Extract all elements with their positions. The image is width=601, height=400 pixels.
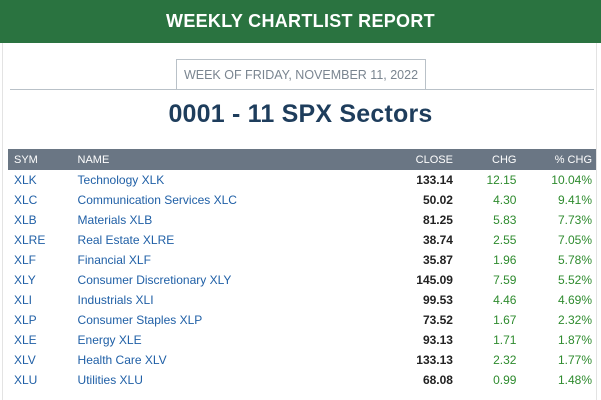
row-close-value: 93.13 — [422, 333, 453, 347]
row-change-value: 2.32 — [493, 353, 517, 367]
row-name-link[interactable]: Real Estate XLRE — [77, 233, 175, 247]
table-row[interactable]: XLI Industrials XLI 99.53 4.46 4.69% — [8, 290, 596, 310]
row-name-link[interactable]: Communication Services XLC — [77, 193, 237, 207]
header-close[interactable]: CLOSE — [415, 153, 453, 166]
table-row[interactable]: XLB Materials XLB 81.25 5.83 7.73% — [8, 210, 596, 230]
table-row[interactable]: XLY Consumer Discretionary XLY 145.09 7.59 5… — [8, 270, 596, 290]
row-name-link[interactable]: Consumer Discretionary XLY — [77, 273, 232, 287]
row-pct-change-value: 1.87% — [557, 333, 592, 347]
header-pct-chg[interactable]: % CHG — [554, 153, 592, 166]
row-pct-change-value: 7.05% — [557, 233, 592, 247]
row-name-link[interactable]: Consumer Staples XLP — [77, 313, 203, 327]
table-row[interactable]: XLF Financial XLF 35.87 1.96 5.78% — [8, 250, 596, 270]
table-row[interactable]: XLP Consumer Staples XLP 73.52 1.67 2.32% — [8, 310, 596, 330]
row-close-value: 38.74 — [422, 233, 453, 247]
table-row[interactable]: XLC Communication Services XLC 50.02 4.30 9.… — [8, 190, 596, 210]
row-change-value: 2.55 — [493, 233, 517, 247]
row-name-link[interactable]: Energy XLE — [77, 333, 142, 347]
row-pct-change-value: 7.73% — [557, 213, 592, 227]
row-symbol-link[interactable]: XLC — [14, 193, 38, 207]
row-pct-change-value: 1.48% — [557, 373, 592, 387]
report-frame — [2, 43, 597, 400]
table-body: XLK Technology XLK 133.14 12.15 10.04% XLC Com… — [8, 170, 596, 390]
row-symbol-link[interactable]: XLY — [14, 273, 36, 287]
row-name-link[interactable]: Utilities XLU — [77, 373, 143, 387]
table-row[interactable]: XLU Utilities XLU 68.08 0.99 1.48% — [8, 370, 596, 390]
row-change-value: 1.96 — [493, 253, 517, 267]
row-close-value: 133.13 — [416, 353, 453, 367]
row-close-value: 73.52 — [422, 313, 453, 327]
row-close-value: 145.09 — [416, 273, 453, 287]
row-pct-change-value: 4.69% — [557, 293, 592, 307]
row-symbol-link[interactable]: XLE — [14, 333, 37, 347]
row-change-value: 7.59 — [493, 273, 517, 287]
row-change-value: 1.67 — [493, 313, 517, 327]
row-change-value: 4.46 — [493, 293, 517, 307]
row-name-link[interactable]: Industrials XLI — [77, 293, 154, 307]
sector-table: SYM NAME CLOSE CHG % CHG XLK Technology X… — [8, 149, 596, 390]
header-chg[interactable]: CHG — [492, 153, 517, 166]
table-header-row: SYM NAME CLOSE CHG % CHG — [8, 149, 596, 170]
week-of-label: WEEK OF FRIDAY, NOVEMBER 11, 2022 — [176, 59, 426, 89]
table-row[interactable]: XLE Energy XLE 93.13 1.71 1.87% — [8, 330, 596, 350]
row-pct-change-value: 5.78% — [557, 253, 592, 267]
row-name-link[interactable]: Technology XLK — [77, 173, 165, 187]
row-symbol-link[interactable]: XLB — [14, 213, 37, 227]
week-divider — [10, 89, 594, 90]
row-name-link[interactable]: Materials XLB — [77, 213, 153, 227]
row-symbol-link[interactable]: XLF — [14, 253, 37, 267]
row-close-value: 35.87 — [422, 253, 453, 267]
table-row[interactable]: XLV Health Care XLV 133.13 2.32 1.77% — [8, 350, 596, 370]
row-change-value: 4.30 — [493, 193, 517, 207]
row-symbol-link[interactable]: XLV — [14, 353, 36, 367]
row-symbol-link[interactable]: XLK — [14, 173, 37, 187]
row-name-link[interactable]: Health Care XLV — [77, 353, 167, 367]
row-pct-change-value: 1.77% — [557, 353, 592, 367]
header-sym[interactable]: SYM — [14, 153, 38, 166]
row-close-value: 99.53 — [422, 293, 453, 307]
row-symbol-link[interactable]: XLU — [14, 373, 38, 387]
row-close-value: 50.02 — [422, 193, 453, 207]
row-close-value: 68.08 — [422, 373, 453, 387]
table-row[interactable]: XLRE Real Estate XLRE 38.74 2.55 7.05% — [8, 230, 596, 250]
row-close-value: 81.25 — [422, 213, 453, 227]
row-change-value: 0.99 — [493, 373, 517, 387]
row-symbol-link[interactable]: XLP — [14, 313, 37, 327]
row-name-link[interactable]: Financial XLF — [77, 253, 151, 267]
row-close-value: 133.14 — [416, 173, 453, 187]
row-pct-change-value: 10.04% — [551, 173, 592, 187]
row-change-value: 1.71 — [493, 333, 517, 347]
row-pct-change-value: 5.52% — [557, 273, 592, 287]
row-pct-change-value: 2.32% — [557, 313, 592, 327]
row-change-value: 12.15 — [486, 173, 517, 187]
report-banner: WEEKLY CHARTLIST REPORT — [0, 0, 601, 43]
header-name[interactable]: NAME — [77, 153, 110, 166]
banner-title: WEEKLY CHARTLIST REPORT — [166, 11, 435, 31]
page-title: 0001 - 11 SPX Sectors — [168, 100, 433, 128]
table-row[interactable]: XLK Technology XLK 133.14 12.15 10.04% — [8, 170, 596, 190]
row-symbol-link[interactable]: XLRE — [14, 233, 46, 247]
row-change-value: 5.83 — [493, 213, 517, 227]
row-pct-change-value: 9.41% — [557, 193, 592, 207]
row-symbol-link[interactable]: XLI — [14, 293, 33, 307]
